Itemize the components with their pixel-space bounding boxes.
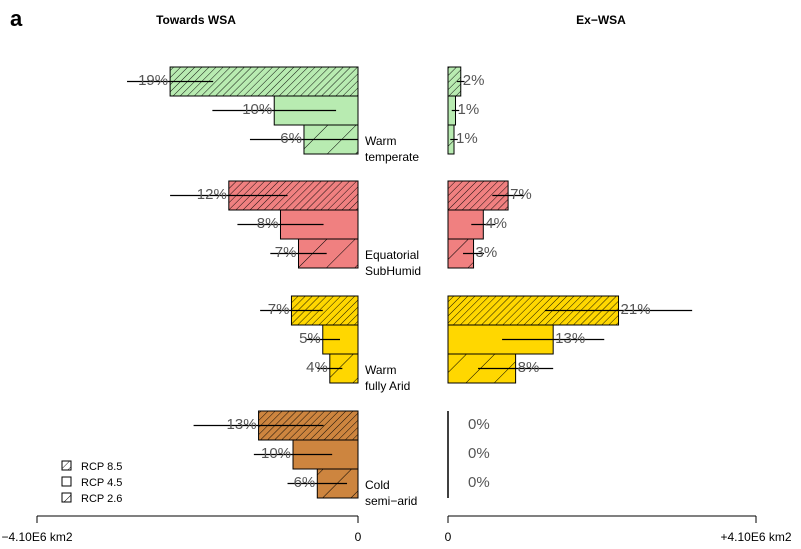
percent-label-right-warm-temperate-rcp26: 1% xyxy=(456,130,478,147)
left-panel-title: Towards WSA xyxy=(156,13,236,27)
percent-label-right-warm-fully-arid-rcp85: 21% xyxy=(621,301,651,318)
percent-label-right-warm-temperate-rcp85: 2% xyxy=(463,72,485,89)
right-axis-zero-label: 0 xyxy=(445,530,452,544)
legend-label-rcp45: RCP 4.5 xyxy=(81,477,122,489)
category-label-warm-temperate-line-2: temperate xyxy=(365,150,419,164)
right-axis-max-label: +4.10E6 km2 xyxy=(720,530,791,544)
percent-label-left-warm-temperate-rcp45: 10% xyxy=(242,101,272,118)
percent-label-right-equatorial-subhumid-rcp85: 7% xyxy=(510,186,532,203)
percent-label-left-warm-fully-arid-rcp26: 4% xyxy=(306,359,328,376)
percent-label-left-warm-temperate-rcp85: 19% xyxy=(138,72,168,89)
category-label-equatorial-subhumid-line-1: Equatorial xyxy=(365,248,419,262)
percent-label-left-equatorial-subhumid-rcp85: 12% xyxy=(197,186,227,203)
category-label-warm-temperate-line-1: Warm xyxy=(365,134,397,148)
legend-swatch-rcp26 xyxy=(61,492,72,503)
right-panel-title: Ex−WSA xyxy=(576,13,626,27)
percent-label-left-cold-semi-arid-rcp85: 13% xyxy=(227,416,257,433)
right-axis: 0 +4.10E6 km2 xyxy=(445,515,792,544)
percent-label-left-equatorial-subhumid-rcp26: 7% xyxy=(275,244,297,261)
percent-label-right-warm-fully-arid-rcp45: 13% xyxy=(555,330,585,347)
percent-label-left-cold-semi-arid-rcp26: 6% xyxy=(294,474,316,491)
legend-label-rcp85: RCP 8.5 xyxy=(81,461,122,473)
percent-label-right-cold-semi-arid-rcp45: 0% xyxy=(468,445,490,462)
percent-label-left-warm-temperate-rcp26: 6% xyxy=(280,130,302,147)
percent-label-right-equatorial-subhumid-rcp26: 3% xyxy=(476,244,498,261)
percent-label-left-warm-fully-arid-rcp45: 5% xyxy=(299,330,321,347)
category-label-equatorial-subhumid-line-2: SubHumid xyxy=(365,264,421,278)
category-label-warm-fully-arid-line-2: fully Arid xyxy=(365,379,410,393)
legend: RCP 8.5 RCP 4.5 RCP 2.6 xyxy=(61,460,122,505)
percent-label-right-warm-fully-arid-rcp26: 8% xyxy=(518,359,540,376)
legend-swatch-rcp85 xyxy=(61,460,72,471)
left-axis-min-label: −4.10E6 km2 xyxy=(1,530,72,544)
percent-label-right-cold-semi-arid-rcp85: 0% xyxy=(468,416,490,433)
category-label-warm-fully-arid-line-1: Warm xyxy=(365,363,397,377)
legend-label-rcp26: RCP 2.6 xyxy=(81,493,122,505)
legend-swatch-rcp45 xyxy=(61,476,72,487)
percent-label-right-warm-temperate-rcp45: 1% xyxy=(458,101,480,118)
percent-label-left-warm-fully-arid-rcp85: 7% xyxy=(268,301,290,318)
category-label-cold-semi-arid-line-1: Cold xyxy=(365,478,390,492)
panel-letter: a xyxy=(10,6,23,31)
left-axis: −4.10E6 km2 0 xyxy=(1,515,362,544)
bars-layer xyxy=(127,66,693,499)
left-axis-zero-label: 0 xyxy=(355,530,362,544)
category-label-cold-semi-arid-line-2: semi−arid xyxy=(365,494,417,508)
percent-label-left-equatorial-subhumid-rcp45: 8% xyxy=(257,215,279,232)
bar-right-warm-temperate-rcp85-hatch xyxy=(448,67,461,96)
percent-label-right-cold-semi-arid-rcp26: 0% xyxy=(468,474,490,491)
percent-label-right-equatorial-subhumid-rcp45: 4% xyxy=(485,215,507,232)
percent-label-left-cold-semi-arid-rcp45: 10% xyxy=(261,445,291,462)
